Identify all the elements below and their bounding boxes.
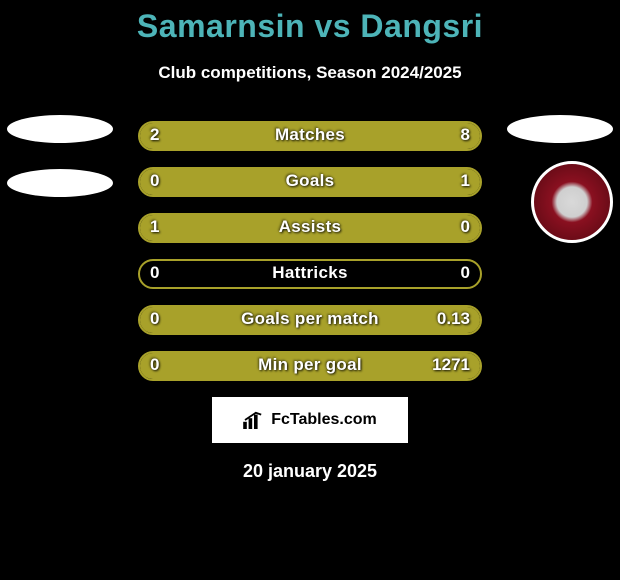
stat-value-left: 0 (150, 355, 159, 375)
avatar-placeholder-left-1 (7, 115, 113, 143)
stats-area: Matches28Goals01Assists10Hattricks00Goal… (0, 121, 620, 381)
stat-row: Matches2 8 (138, 121, 482, 151)
stat-label: Goals (138, 171, 482, 191)
stat-value-right: 0.13 (437, 309, 470, 329)
date-text: 20 january 2025 (0, 461, 620, 482)
stat-row: Goals0 1 (138, 167, 482, 197)
stat-bars: Matches28Goals01Assists10Hattricks00Goal… (138, 121, 482, 381)
stat-value-left: 0 (150, 309, 159, 329)
page-title: Samarnsin vs Dangsri (0, 8, 620, 45)
stat-value-left: 1 (150, 217, 159, 237)
stat-row: Hattricks0 0 (138, 259, 482, 289)
stat-row: Goals per match0 0.13 (138, 305, 482, 335)
club-badge-right (531, 161, 613, 243)
stat-row: Assists1 0 (138, 213, 482, 243)
stat-value-left: 0 (150, 263, 159, 283)
stat-value-right: 0 (461, 263, 470, 283)
stat-value-left: 2 (150, 125, 159, 145)
chart-icon (243, 411, 265, 429)
avatar-placeholder-right-1 (507, 115, 613, 143)
stat-label: Min per goal (138, 355, 482, 375)
stat-row: Min per goal0 1271 (138, 351, 482, 381)
avatar-placeholder-left-2 (7, 169, 113, 197)
stat-value-left: 0 (150, 171, 159, 191)
stat-value-right: 8 (461, 125, 470, 145)
infographic-container: Samarnsin vs Dangsri Club competitions, … (0, 0, 620, 482)
brand-footer: FcTables.com (212, 397, 408, 443)
stat-value-right: 1 (461, 171, 470, 191)
stat-label: Assists (138, 217, 482, 237)
subtitle: Club competitions, Season 2024/2025 (0, 63, 620, 83)
stat-label: Goals per match (138, 309, 482, 329)
brand-text: FcTables.com (271, 411, 377, 429)
stat-value-right: 1271 (432, 355, 470, 375)
stat-label: Matches (138, 125, 482, 145)
stat-value-right: 0 (461, 217, 470, 237)
stat-label: Hattricks (138, 263, 482, 283)
